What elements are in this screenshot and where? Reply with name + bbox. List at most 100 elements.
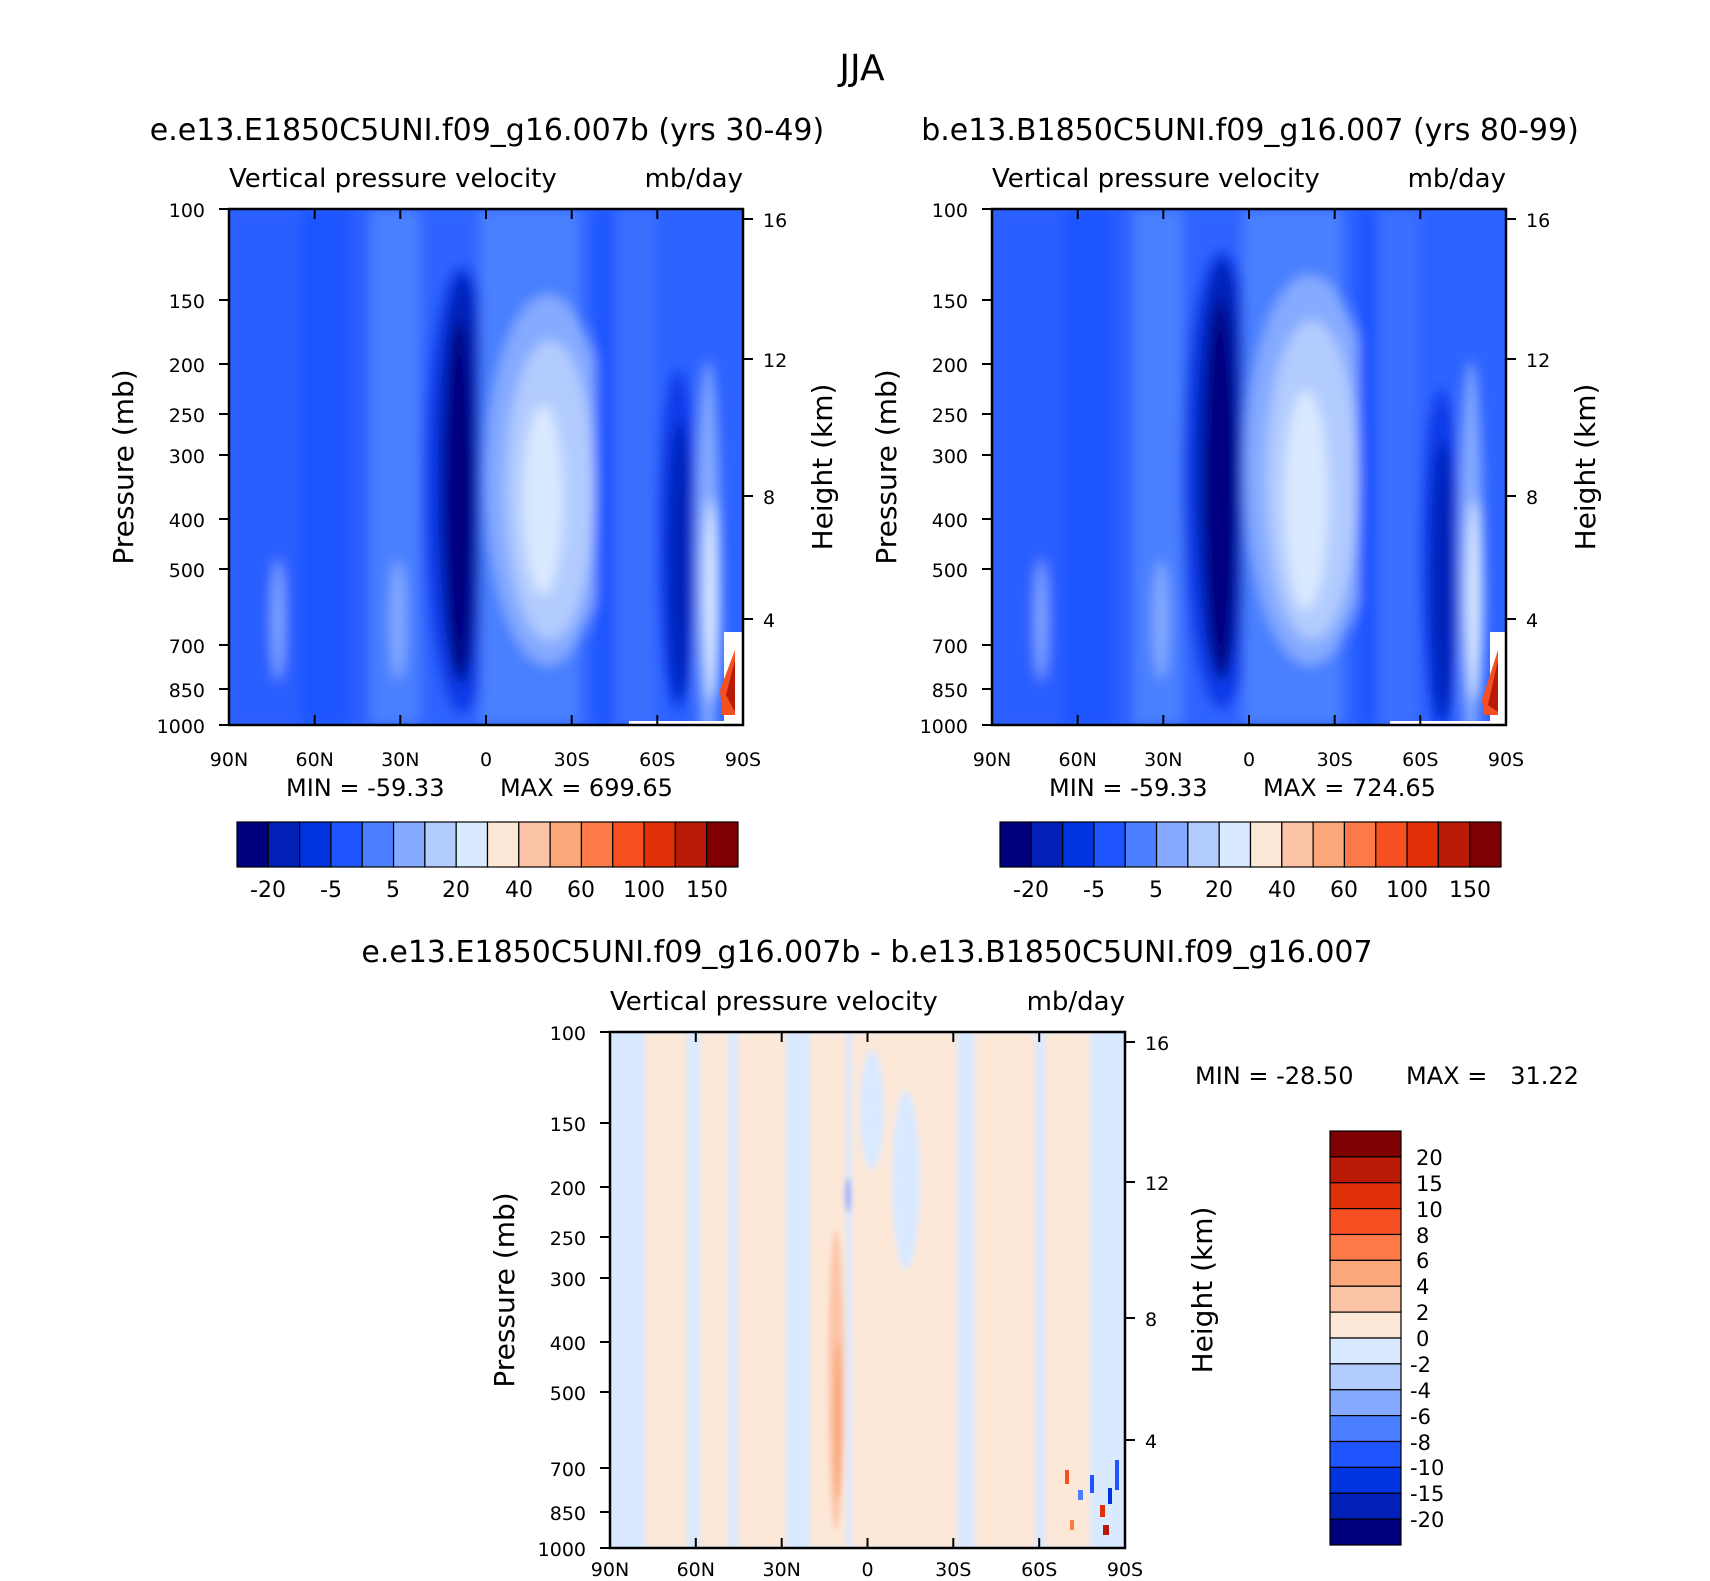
colorbar-label: -8	[1410, 1431, 1431, 1455]
panel-title-top-left: e.e13.E1850C5UNI.f09_g16.007b (yrs 30-49…	[150, 113, 824, 148]
y-tick-label: 700	[550, 1459, 586, 1481]
y-tick-label: 400	[932, 510, 968, 532]
colorbar-label: 0	[1416, 1327, 1429, 1351]
colorbar-label: 100	[1386, 878, 1428, 903]
panel-title-bottom: e.e13.E1850C5UNI.f09_g16.007b - b.e13.B1…	[361, 935, 1372, 970]
colorbar-swatch	[1124, 821, 1158, 868]
colorbar-label: 2	[1416, 1301, 1429, 1325]
colorbar-label: 5	[386, 878, 400, 903]
x-tick-label: 0	[480, 749, 492, 771]
colorbar-label: -5	[320, 878, 342, 903]
colorbar-label: 10	[1416, 1198, 1443, 1222]
y-axis-right-title: Height (km)	[1569, 384, 1602, 551]
colorbar-swatch	[236, 821, 269, 868]
y-tick-label: 500	[932, 560, 968, 582]
colorbar-swatch	[1329, 1130, 1402, 1158]
x-tick-label: 0	[861, 1559, 873, 1581]
y-tick-label: 850	[932, 680, 968, 702]
x-tick-label: 90N	[210, 749, 248, 771]
colorbar-swatch	[706, 821, 739, 868]
colorbar-label: 100	[623, 878, 665, 903]
colorbar-swatch	[1329, 1337, 1402, 1365]
colorbar-label: 150	[686, 878, 728, 903]
colorbar-swatch	[1329, 1363, 1402, 1391]
colorbar-swatch	[1329, 1259, 1402, 1287]
y-tick-label: 150	[169, 291, 205, 313]
colorbar-swatch	[1437, 821, 1471, 868]
colorbar-swatch	[1329, 1389, 1402, 1417]
y-tick-label: 400	[550, 1333, 586, 1355]
colorbar-swatch	[361, 821, 395, 868]
colorbar-swatch	[1329, 1311, 1402, 1339]
y-right-tick-label: 16	[1145, 1033, 1169, 1055]
y-right-tick-label: 8	[763, 487, 775, 509]
colorbar-swatch	[1187, 821, 1220, 868]
colorbar-swatch	[1329, 1518, 1402, 1546]
y-axis-title: Pressure (mb)	[107, 369, 140, 564]
panel-2: Vertical pressure velocity mb/day	[870, 164, 1602, 903]
colorbar-swatch	[1329, 1208, 1402, 1236]
max-label: MAX = 699.65	[500, 774, 673, 802]
x-tick-label: 90S	[1107, 1559, 1143, 1581]
colorbar-swatch	[518, 821, 551, 868]
y-axis-right: 16 12 8 4 Height (km)	[1125, 1033, 1219, 1453]
y-tick-label: 250	[550, 1228, 586, 1250]
y-right-tick-label: 12	[1145, 1173, 1169, 1195]
x-tick-label: 90S	[1488, 749, 1524, 771]
y-axis-title: Pressure (mb)	[488, 1192, 521, 1387]
colorbar-label: 4	[1416, 1275, 1429, 1299]
contour-field	[229, 209, 743, 725]
colorbar-swatch	[330, 821, 363, 868]
y-tick-label: 150	[932, 291, 968, 313]
y-tick-label: 300	[550, 1269, 586, 1291]
colorbar-label: 20	[442, 878, 470, 903]
x-axis: 90N 60N 30N 0 30S 60S 90S	[973, 209, 1524, 771]
y-tick-label: 100	[550, 1023, 586, 1045]
plot-title: Vertical pressure velocity	[610, 987, 938, 1017]
colorbar	[236, 821, 739, 868]
min-label: MIN = -28.50	[1195, 1062, 1353, 1090]
colorbar-labels: -20 -5 5 20 40 60 100 150	[250, 878, 728, 903]
colorbar-swatch	[1218, 821, 1252, 868]
y-axis-right: 16 12 8 4 Height (km)	[743, 210, 839, 632]
colorbar-swatch	[612, 821, 645, 868]
panel-3: Vertical pressure velocity mb/day	[488, 987, 1579, 1581]
y-tick-label: 500	[550, 1383, 586, 1405]
colorbar-label: 40	[505, 878, 533, 903]
y-tick-label: 200	[169, 355, 205, 377]
x-tick-label: 60N	[677, 1559, 715, 1581]
x-tick-label: 60S	[1021, 1559, 1057, 1581]
panel-title-top-right: b.e13.B1850C5UNI.f09_g16.007 (yrs 80-99)	[921, 113, 1579, 148]
y-tick-label: 300	[932, 446, 968, 468]
y-tick-label: 300	[169, 446, 205, 468]
y-axis-left: 100 150 200 250 300 400 500 700 850 1000…	[107, 200, 229, 738]
colorbar-swatch	[1329, 1233, 1402, 1261]
plot-title: Vertical pressure velocity	[992, 164, 1320, 194]
contour-field	[992, 209, 1506, 725]
y-tick-label: 850	[550, 1503, 586, 1525]
colorbar-label: 5	[1149, 878, 1163, 903]
colorbar-swatch	[267, 821, 301, 868]
colorbar	[1329, 1130, 1402, 1546]
x-tick-label: 90N	[973, 749, 1011, 771]
plot-units: mb/day	[1027, 987, 1125, 1017]
y-tick-label: 700	[169, 636, 205, 658]
colorbar-label: -6	[1410, 1405, 1431, 1429]
colorbar-swatch	[1249, 821, 1283, 868]
colorbar-swatch	[580, 821, 614, 868]
y-right-tick-label: 4	[763, 610, 775, 632]
y-right-tick-label: 16	[763, 210, 787, 232]
plot-units: mb/day	[645, 164, 743, 194]
colorbar-label: -20	[250, 878, 286, 903]
y-right-tick-label: 4	[1526, 610, 1538, 632]
colorbar-swatch	[1329, 1492, 1402, 1520]
colorbar-swatch	[999, 821, 1032, 868]
y-tick-label: 850	[169, 680, 205, 702]
y-right-tick-label: 8	[1145, 1309, 1157, 1331]
colorbar-swatch	[1093, 821, 1126, 868]
y-right-tick-label: 4	[1145, 1431, 1157, 1453]
colorbar-labels: -20 -5 5 20 40 60 100 150	[1013, 878, 1491, 903]
colorbar-label: 20	[1205, 878, 1233, 903]
x-tick-label: 90N	[591, 1559, 629, 1581]
